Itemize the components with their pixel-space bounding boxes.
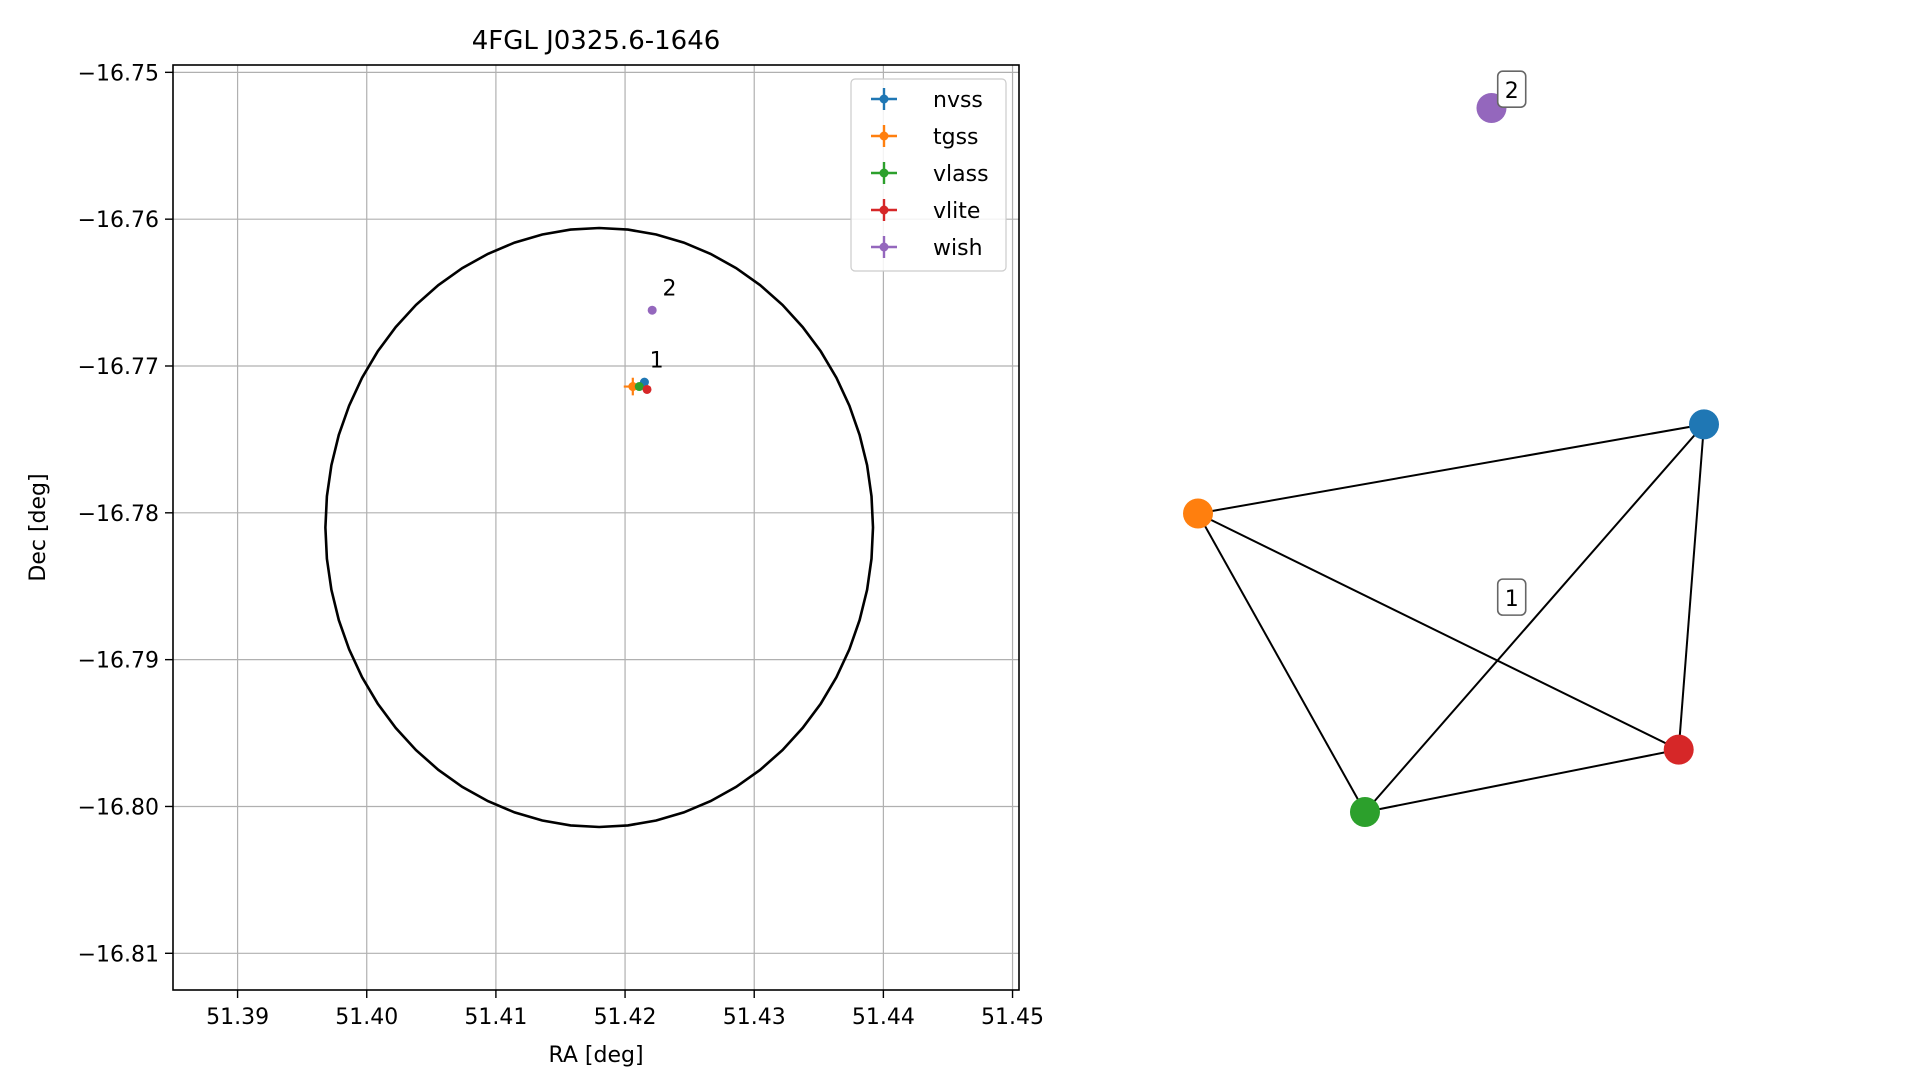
x-tick-label: 51.39 [206,1005,269,1030]
y-tick-label: −16.77 [78,355,159,380]
localization-ellipse [324,226,875,829]
graph-edge-tgss-nvss [1197,423,1705,515]
legend-label: tgss [933,125,979,150]
graph-node-vlite [1663,734,1694,765]
group-label-box [1496,578,1527,616]
x-tick-label: 51.43 [723,1005,786,1030]
graph-edge-tgss-vlass [1197,512,1366,813]
graph-edge-tgss-vlite [1197,512,1680,751]
wish-legend-marker [879,242,889,252]
plot-frame [172,64,1020,991]
source-annotation: 2 [663,277,677,302]
vlass-legend-marker [879,168,889,178]
chart-title: 4FGL J0325.6-1646 [472,26,721,56]
group-label-box [1496,70,1527,108]
graph-edge-vlass-vlite [1364,748,1679,813]
legend-label: nvss [933,88,983,113]
graph-edge-vlass-nvss [1364,423,1705,813]
graph-node-tgss [1183,498,1213,529]
y-tick-label: −16.78 [78,502,159,527]
legend-box [850,78,1007,272]
x-axis-label: RA [deg] [548,1043,643,1068]
vlite-point [642,384,652,394]
graph-edge-nvss-vlite [1677,424,1705,750]
x-tick-label: 51.41 [464,1005,527,1030]
group-label: 1 [1505,587,1519,612]
x-tick-label: 51.44 [852,1005,915,1030]
graph-node-nvss [1689,409,1719,440]
legend-label: vlass [933,162,989,187]
y-tick-label: −16.80 [78,795,159,820]
vlass-point [634,382,644,392]
graph-node-vlass [1349,797,1380,827]
crossmatch-graph: 12 [1183,70,1719,827]
x-tick-label: 51.40 [335,1005,398,1030]
y-tick-label: −16.79 [78,649,159,674]
y-axis-label: Dec [deg] [26,473,51,581]
y-tick-label: −16.75 [78,61,159,86]
y-tick-label: −16.76 [78,208,159,233]
x-tick-label: 51.42 [594,1005,657,1030]
legend-label: vlite [933,199,980,224]
wish-point [647,305,657,315]
legend-label: wish [933,236,983,261]
source-annotation: 1 [650,348,664,373]
sky-position-plot: 1 2 51.39 51.40 51.41 51.42 51.43 51.44 51.45 −16… [26,26,1044,1068]
group-label: 2 [1505,79,1519,104]
y-tick-label: −16.81 [78,942,159,967]
x-tick-label: 51.45 [981,1005,1044,1030]
vlite-legend-marker [879,205,889,215]
legend: nvss tgss vlass vlite wish [850,78,1007,272]
tgss-point [628,382,638,392]
nvss-legend-marker [879,94,889,104]
tgss-legend-marker [879,131,889,141]
